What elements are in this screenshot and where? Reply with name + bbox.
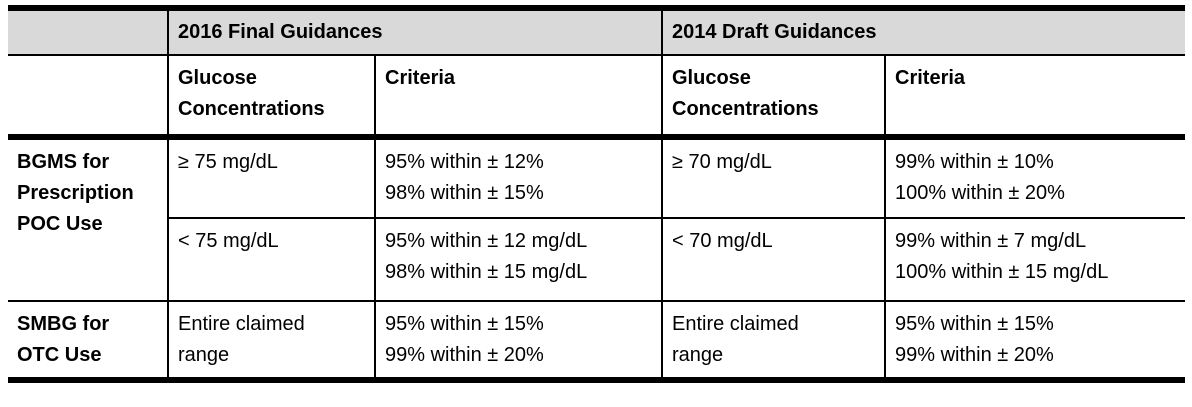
cell-smbg-criteria-2016: 95% within ± 15% 99% within ± 20% bbox=[374, 301, 662, 380]
row-label-bgms-prescription-poc: BGMS for Prescription POC Use bbox=[8, 137, 168, 302]
table-row-bgms-low-range: < 75 mg/dL 95% within ± 12 mg/dL 98% wit… bbox=[8, 218, 1185, 302]
cell-bgms-low-glucose-2016: < 75 mg/dL bbox=[167, 218, 375, 302]
table-row-bgms-high-range: BGMS for Prescription POC Use ≥ 75 mg/dL… bbox=[8, 137, 1185, 302]
cell-bgms-high-glucose-2016: ≥ 75 mg/dL bbox=[167, 137, 375, 219]
corner-cell-sub bbox=[8, 55, 168, 140]
cell-bgms-low-glucose-2014: < 70 mg/dL bbox=[661, 218, 885, 302]
column-group-2014-draft-guidances: 2014 Draft Guidances bbox=[661, 8, 1185, 56]
corner-cell-top bbox=[8, 8, 168, 56]
cell-bgms-high-criteria-2014: 99% within ± 10% 100% within ± 20% bbox=[884, 137, 1185, 219]
cell-smbg-glucose-2014: Entire claimed range bbox=[661, 301, 885, 380]
header-glucose-concentrations-2014: Glucose Concentrations bbox=[661, 55, 885, 140]
cell-bgms-low-criteria-2016: 95% within ± 12 mg/dL 98% within ± 15 mg… bbox=[374, 218, 662, 302]
cell-bgms-low-criteria-2014: 99% within ± 7 mg/dL 100% within ± 15 mg… bbox=[884, 218, 1185, 302]
cell-smbg-criteria-2014: 95% within ± 15% 99% within ± 20% bbox=[884, 301, 1185, 380]
row-label-smbg-otc: SMBG for OTC Use bbox=[17, 313, 110, 366]
column-group-header-row: 2016 Final Guidances 2014 Draft Guidance… bbox=[8, 8, 1185, 56]
column-group-2016-final-guidances: 2016 Final Guidances bbox=[167, 8, 662, 56]
header-criteria-2016: Criteria bbox=[374, 55, 662, 140]
sub-header-row: Glucose Concentrations Criteria Glucose … bbox=[8, 55, 1185, 140]
cell-bgms-high-glucose-2014: ≥ 70 mg/dL bbox=[661, 137, 885, 219]
guidance-comparison-table: 2016 Final Guidances 2014 Draft Guidance… bbox=[8, 5, 1185, 383]
header-criteria-2014: Criteria bbox=[884, 55, 1185, 140]
table-row-smbg-otc: SMBG for OTC Use Entire claimed range 95… bbox=[8, 301, 1185, 380]
header-glucose-concentrations-2016: Glucose Concentrations bbox=[167, 55, 375, 140]
cell-bgms-high-criteria-2016: 95% within ± 12% 98% within ± 15% bbox=[374, 137, 662, 219]
cell-smbg-glucose-2016: Entire claimed range bbox=[167, 301, 375, 380]
